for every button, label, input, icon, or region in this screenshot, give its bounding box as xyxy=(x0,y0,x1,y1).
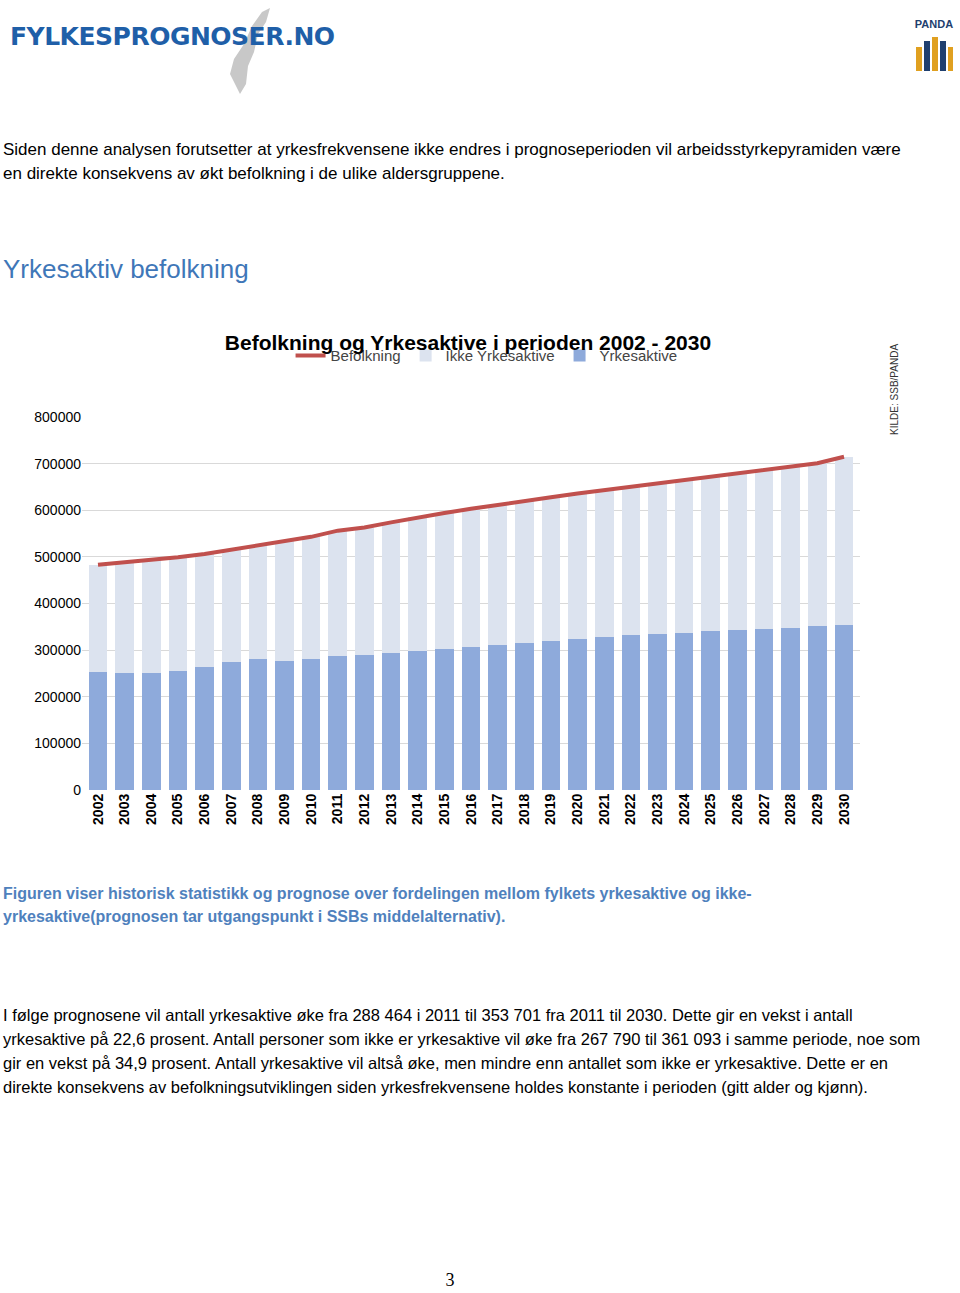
svg-text:2010: 2010 xyxy=(303,794,319,825)
svg-text:2026: 2026 xyxy=(729,794,745,825)
html-text:Yrkesaktiv befolkning: Yrkesaktiv befolkning xyxy=(3,254,249,284)
svg-text:2017: 2017 xyxy=(489,794,505,825)
html-text:3: 3 xyxy=(445,1270,455,1290)
svg-text:0: 0 xyxy=(73,782,81,798)
svg-text:2015: 2015 xyxy=(436,794,452,825)
svg-text:2025: 2025 xyxy=(702,794,718,825)
svg-text:Befolkning og Yrkesaktive i pe: Befolkning og Yrkesaktive i perioden 200… xyxy=(225,331,711,354)
svg-text:Ikke Yrkesaktive: Ikke Yrkesaktive xyxy=(446,347,555,364)
svg-text:300000: 300000 xyxy=(34,642,81,658)
svg-text:2029: 2029 xyxy=(809,794,825,825)
html-text:PANDA: PANDA xyxy=(914,18,954,30)
svg-text:600000: 600000 xyxy=(34,502,81,518)
svg-text:2011: 2011 xyxy=(329,794,345,825)
svg-text:2005: 2005 xyxy=(169,794,185,825)
svg-text:2014: 2014 xyxy=(409,794,425,825)
svg-text:2009: 2009 xyxy=(276,794,292,825)
svg-text:Befolkning: Befolkning xyxy=(331,347,401,364)
html-text:Figuren viser historisk statis: Figuren viser historisk statistikk og pr… xyxy=(3,885,752,925)
svg-text:2023: 2023 xyxy=(649,794,665,825)
svg-text:Yrkesaktive: Yrkesaktive xyxy=(600,347,678,364)
svg-text:2007: 2007 xyxy=(223,794,239,825)
svg-text:2012: 2012 xyxy=(356,794,372,825)
svg-text:800000: 800000 xyxy=(34,409,81,425)
html-text:FYLKESPROGNOSER.NO: FYLKESPROGNOSER.NO xyxy=(10,22,335,51)
svg-text:KILDE: SSB/PANDA: KILDE: SSB/PANDA xyxy=(889,344,900,435)
svg-text:2013: 2013 xyxy=(383,794,399,825)
svg-text:400000: 400000 xyxy=(34,595,81,611)
svg-text:2024: 2024 xyxy=(676,794,692,825)
svg-text:100000: 100000 xyxy=(34,735,81,751)
svg-text:2016: 2016 xyxy=(463,794,479,825)
svg-text:500000: 500000 xyxy=(34,549,81,565)
html-text:I følge prognosene vil antall: I følge prognosene vil antall yrkesaktiv… xyxy=(3,1006,921,1096)
svg-text:2022: 2022 xyxy=(622,794,638,825)
svg-text:2003: 2003 xyxy=(116,794,132,825)
svg-text:2027: 2027 xyxy=(756,794,772,825)
svg-text:2002: 2002 xyxy=(90,794,106,825)
svg-text:2004: 2004 xyxy=(143,794,159,825)
svg-text:2028: 2028 xyxy=(782,794,798,825)
svg-text:2006: 2006 xyxy=(196,794,212,825)
html-text:Siden denne analysen forutsett: Siden denne analysen forutsetter at yrke… xyxy=(3,140,901,183)
svg-text:2019: 2019 xyxy=(542,794,558,825)
svg-text:2020: 2020 xyxy=(569,794,585,825)
svg-text:700000: 700000 xyxy=(34,456,81,472)
svg-text:2030: 2030 xyxy=(836,794,852,825)
svg-text:2018: 2018 xyxy=(516,794,532,825)
svg-text:2008: 2008 xyxy=(249,794,265,825)
svg-text:2021: 2021 xyxy=(596,794,612,825)
svg-text:200000: 200000 xyxy=(34,689,81,705)
